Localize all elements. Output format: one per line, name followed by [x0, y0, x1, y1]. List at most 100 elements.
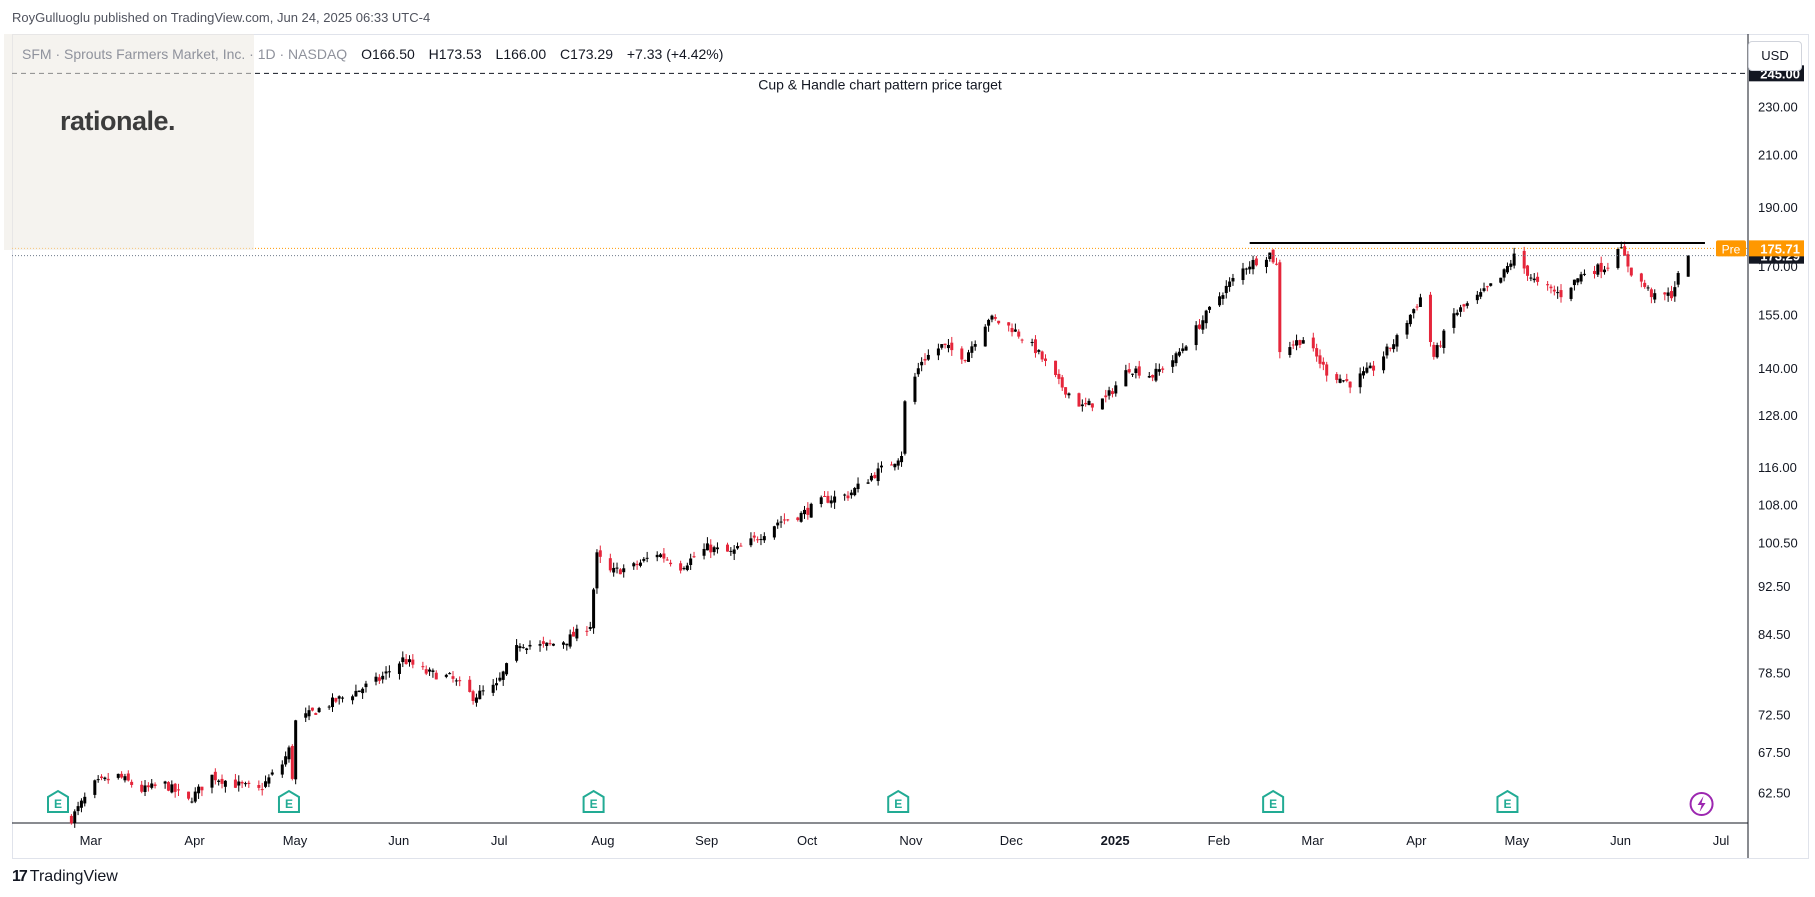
candle-body: [736, 546, 740, 549]
candle-body: [662, 553, 666, 559]
candle-body: [876, 468, 880, 482]
candle-body: [1673, 287, 1677, 297]
candle-body: [190, 801, 194, 803]
lightning-icon: [1689, 792, 1714, 816]
x-tick-label: Dec: [1000, 833, 1024, 848]
candle-body: [1415, 306, 1419, 308]
candle-body: [1274, 263, 1278, 265]
candle-body: [525, 648, 529, 651]
candle-body: [364, 683, 368, 688]
candle-body: [1318, 355, 1322, 364]
candle-body: [1201, 320, 1205, 330]
candle-body: [421, 666, 425, 668]
candle-body: [1110, 391, 1114, 395]
earnings-icon-shape: [1496, 789, 1519, 813]
candle-body: [1388, 347, 1392, 349]
candle-body: [1455, 312, 1459, 315]
candle-body: [595, 552, 599, 589]
y-tick-label: 210.00: [1758, 147, 1798, 162]
candle-body: [1137, 366, 1141, 376]
candle-body: [1154, 368, 1158, 381]
price-target-annotation: Cup & Handle chart pattern price target: [758, 76, 1002, 92]
candle-body: [397, 663, 401, 674]
candle-body: [1405, 322, 1409, 335]
y-tick-label: 128.00: [1758, 408, 1798, 423]
candle-body: [1526, 265, 1530, 276]
candle-body: [264, 781, 268, 787]
candle-body: [1244, 268, 1248, 270]
candle-body: [551, 643, 555, 646]
y-tick-label: 67.50: [1758, 745, 1791, 760]
high-value: H173.53: [428, 46, 482, 62]
candle-body: [1030, 341, 1034, 343]
candle-body: [796, 517, 800, 521]
candle-body: [538, 644, 542, 646]
earnings-icon: E: [887, 789, 910, 813]
candle-body: [1599, 262, 1603, 272]
y-tick-label: 230.00: [1758, 100, 1798, 115]
candle-body: [1084, 402, 1088, 405]
candle-body: [257, 785, 261, 788]
candle-body: [401, 657, 405, 663]
x-tick-label: Apr: [1406, 833, 1427, 848]
candle-body: [501, 671, 505, 680]
x-axis-ticks: Mar Apr May Jun Jul Aug Sep Oct Nov Dec 2025 Feb Mar…: [80, 833, 1730, 848]
candle-body: [96, 779, 100, 781]
candle-body: [829, 500, 833, 504]
candle-body: [1653, 293, 1657, 300]
y-tick-label: 78.50: [1758, 666, 1791, 681]
candle-body: [665, 559, 669, 561]
candle-body: [1489, 283, 1493, 286]
tradingview-brand[interactable]: 17 TradingView: [12, 868, 118, 886]
candle-body: [1311, 337, 1315, 349]
y-tick-label: 72.50: [1758, 708, 1791, 723]
x-tick-label: Feb: [1208, 833, 1230, 848]
candle-body: [1465, 303, 1469, 306]
candle-body: [528, 644, 532, 647]
candle-body: [498, 677, 502, 681]
candle-body: [1254, 258, 1258, 266]
candle-body: [1161, 368, 1165, 370]
candle-body: [1325, 364, 1329, 376]
candle-body: [284, 756, 288, 765]
candle-body: [1224, 285, 1228, 294]
candle-body: [153, 784, 157, 786]
candle-body: [729, 550, 733, 552]
candle-body: [1626, 254, 1630, 267]
candle-body: [1295, 340, 1299, 346]
candle-body: [515, 645, 519, 661]
candle-body: [1499, 277, 1503, 283]
candle-body: [240, 782, 244, 784]
candle-body: [779, 521, 783, 523]
candle-body: [1067, 393, 1071, 396]
candle-body: [1435, 345, 1439, 358]
open-value: O166.50: [361, 46, 415, 62]
y-tick-label: 190.00: [1758, 200, 1798, 215]
candle-body: [608, 558, 612, 571]
candle-body: [1663, 292, 1667, 295]
candle-body: [843, 494, 847, 496]
candle-body: [223, 780, 227, 787]
candle-body: [294, 720, 298, 780]
candle-body: [243, 783, 247, 785]
candle-body: [548, 643, 552, 645]
candle-body: [518, 646, 522, 649]
candle-body: [1606, 267, 1610, 269]
currency-button[interactable]: USD: [1748, 41, 1802, 71]
candle-body: [1576, 278, 1580, 283]
candle-body: [682, 568, 686, 570]
candle-body: [220, 778, 224, 784]
candle-body: [1107, 390, 1111, 396]
candle-body: [505, 663, 509, 675]
candle-body: [374, 676, 378, 682]
earnings-icon-text: E: [590, 797, 598, 811]
candle-body: [913, 376, 917, 402]
symbol-title[interactable]: SFM · Sprouts Farmers Market, Inc. · 1D …: [22, 46, 348, 62]
candle-body: [993, 317, 997, 319]
candle-body: [237, 781, 241, 786]
candle-body: [454, 680, 458, 682]
candle-body: [645, 557, 649, 559]
candle-body: [1479, 292, 1483, 297]
